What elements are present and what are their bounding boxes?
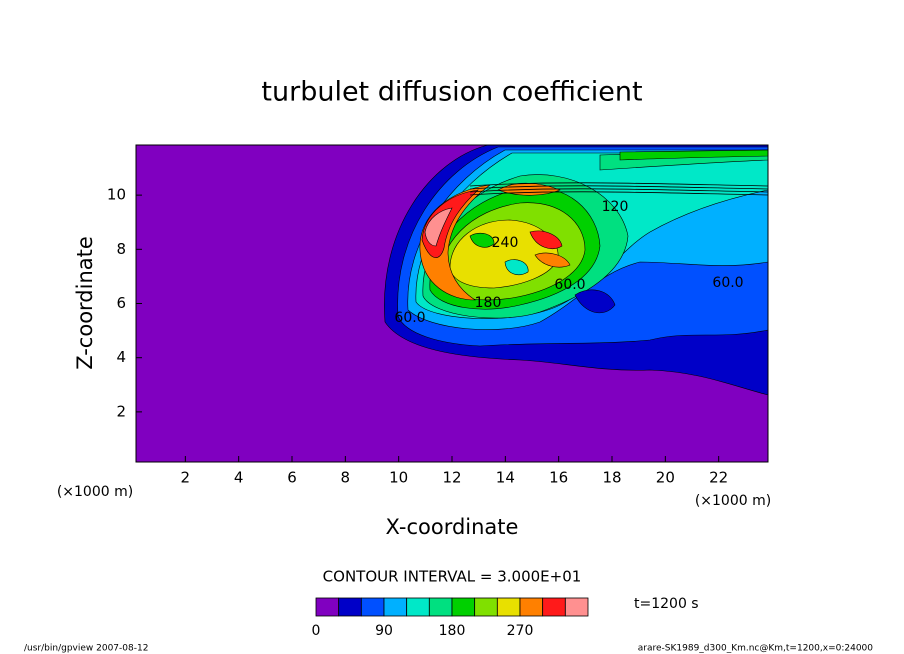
contour-fill: [529, 230, 563, 249]
colorbar-box: [338, 597, 362, 617]
y-tick-label: 4: [116, 348, 126, 366]
contour-label: 180: [475, 295, 502, 311]
footer-right: arare-SK1989_d300_Km.nc@Km,t=1200,x=0:24…: [638, 644, 874, 654]
colorbar-tick-label: 180: [439, 623, 466, 639]
colorbar-box: [519, 597, 544, 617]
y-tick-label: 10: [107, 186, 126, 204]
x-unit: (×1000 m): [695, 493, 771, 509]
y-tick-label: 2: [116, 402, 126, 420]
y-unit: (×1000 m): [57, 484, 133, 500]
contour-label: 60.0: [712, 275, 743, 291]
contour-fill: [574, 289, 616, 314]
contour-label: 120: [602, 199, 629, 215]
x-tick-label: 8: [341, 469, 351, 487]
x-tick-label: 4: [234, 469, 244, 487]
contour-label: 60.0: [394, 310, 425, 326]
colorbar-box: [360, 597, 385, 617]
contour-line: [469, 188, 768, 193]
x-tick-label: 14: [496, 469, 515, 487]
contour-fill: [424, 207, 453, 247]
colorbar-box: [474, 597, 498, 617]
x-tick-label: 16: [549, 469, 568, 487]
x-tick-label: 18: [602, 469, 621, 487]
chart-title: turbulet diffusion coefficient: [261, 77, 642, 108]
y-tick-label: 6: [116, 294, 126, 312]
contour-fill: [469, 232, 495, 248]
contour-fill: [504, 259, 529, 275]
colorbar-box: [542, 597, 566, 617]
colorbar-tick-label: 90: [375, 623, 393, 639]
colorbar-box: [383, 597, 408, 617]
x-axis-label: X-coordinate: [386, 515, 519, 539]
colorbar-box: [428, 597, 453, 617]
y-tick-label: 8: [116, 240, 126, 258]
x-tick-label: 20: [656, 469, 675, 487]
colorbar-tick-label: 270: [507, 623, 534, 639]
time-label: t=1200 s: [634, 596, 699, 612]
colorbar-tick-label: 0: [312, 623, 321, 639]
footer-left: /usr/bin/gpview 2007-08-12: [24, 644, 148, 654]
contour-label: 240: [492, 235, 519, 251]
colorbar-box: [564, 597, 589, 617]
contour-label: 60.0: [554, 277, 585, 293]
x-tick-label: 12: [442, 469, 461, 487]
y-axis-label: Z-coordinate: [73, 236, 97, 370]
contour-line: [469, 182, 768, 187]
contour-interval: CONTOUR INTERVAL = 3.000E+01: [323, 568, 582, 586]
colorbar-box: [406, 597, 430, 617]
contour-fill: [534, 252, 571, 268]
contour-line: [469, 191, 768, 196]
x-tick-label: 22: [709, 469, 728, 487]
x-tick-label: 2: [181, 469, 191, 487]
x-tick-label: 10: [389, 469, 408, 487]
colorbar-box: [315, 597, 340, 617]
colorbar-box: [496, 597, 521, 617]
colorbar-box: [451, 597, 476, 617]
contour-line: [469, 185, 768, 190]
contour-field: 60.0 60.0 240 180 120 60.0: [136, 145, 768, 462]
x-tick-label: 6: [287, 469, 297, 487]
